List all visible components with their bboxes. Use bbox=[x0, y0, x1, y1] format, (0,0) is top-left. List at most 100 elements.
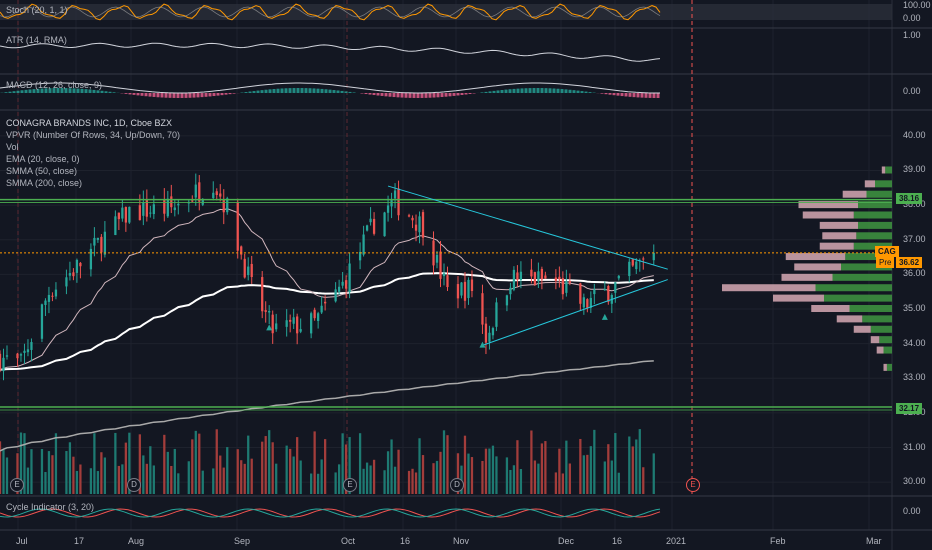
dividend-marker[interactable]: D bbox=[450, 478, 464, 492]
volume-bar bbox=[250, 458, 253, 494]
volume-bar bbox=[369, 465, 372, 494]
volume-bar bbox=[138, 434, 141, 494]
upcoming-earnings-marker[interactable]: E bbox=[686, 478, 700, 492]
macd-histogram-bar bbox=[252, 91, 256, 93]
earnings-marker[interactable]: E bbox=[10, 478, 24, 492]
candle-body bbox=[561, 278, 565, 295]
candle-body bbox=[390, 200, 393, 207]
candle-body bbox=[411, 217, 414, 221]
date-label: Dec bbox=[558, 536, 575, 546]
volume-bar bbox=[442, 430, 446, 494]
dividend-marker[interactable]: D bbox=[127, 478, 141, 492]
candle-body bbox=[540, 268, 544, 280]
candle-body bbox=[558, 276, 561, 280]
macd-histogram-bar bbox=[644, 93, 648, 98]
vp-down bbox=[811, 305, 850, 312]
vp-up bbox=[853, 211, 892, 219]
macd-histogram-bar bbox=[624, 93, 628, 97]
cycle-label[interactable]: Cycle Indicator (3, 20) bbox=[6, 502, 95, 512]
candle-body bbox=[163, 200, 166, 214]
atr-label[interactable]: ATR (14, RMA) bbox=[6, 35, 67, 45]
vp-up bbox=[866, 190, 892, 198]
candle-body bbox=[442, 273, 446, 277]
macd-histogram-bar bbox=[464, 93, 468, 95]
vp-down bbox=[876, 346, 884, 354]
macd-histogram-bar bbox=[292, 88, 296, 93]
volume-bar bbox=[638, 429, 641, 494]
macd-histogram-bar bbox=[76, 88, 80, 93]
stoch-label[interactable]: Stoch (20, 1, 1) bbox=[6, 5, 68, 15]
macd-histogram-bar bbox=[8, 91, 12, 93]
indicator-smma50[interactable]: SMMA (50, close) bbox=[6, 166, 78, 176]
volume-bar bbox=[533, 460, 537, 494]
candle-body bbox=[341, 281, 344, 286]
chart-title[interactable]: CONAGRA BRANDS INC, 1D, Cboe BZX bbox=[6, 118, 173, 128]
volume-bar bbox=[79, 464, 82, 494]
candle-body bbox=[414, 224, 418, 231]
macd-histogram-bar bbox=[72, 88, 76, 93]
macd-histogram-bar bbox=[632, 93, 636, 98]
macd-histogram-bar bbox=[652, 93, 656, 98]
volume-bar bbox=[285, 445, 288, 494]
macd-histogram-bar bbox=[548, 88, 552, 93]
macd-histogram-bar bbox=[516, 88, 520, 93]
macd-histogram-bar bbox=[156, 93, 160, 98]
volume-bar bbox=[397, 449, 400, 494]
macd-histogram-bar bbox=[500, 89, 504, 93]
candle-body bbox=[481, 293, 484, 325]
earnings-marker[interactable]: E bbox=[343, 478, 357, 492]
candle-body bbox=[79, 262, 82, 267]
price-axis-label: 36.00 bbox=[903, 268, 926, 279]
volume-bar bbox=[114, 432, 117, 494]
candle-body bbox=[348, 263, 351, 293]
volume-bars bbox=[0, 429, 655, 494]
macd-histogram-bar bbox=[556, 88, 560, 93]
volume-bar bbox=[589, 446, 592, 494]
volume-bar bbox=[177, 473, 180, 494]
volume-bar bbox=[519, 469, 523, 494]
price-axis-label: 40.00 bbox=[903, 129, 926, 140]
volume-bar bbox=[243, 463, 246, 494]
macd-histogram-bar bbox=[380, 93, 384, 96]
macd-histogram-bar bbox=[572, 90, 576, 93]
volume-bar bbox=[201, 470, 204, 494]
volume-bar bbox=[467, 453, 470, 494]
vp-up bbox=[862, 315, 892, 323]
candle-body bbox=[96, 237, 100, 240]
candle-body bbox=[484, 323, 488, 343]
indicator-vpvr[interactable]: VPVR (Number Of Rows, 34, Up/Down, 70) bbox=[6, 130, 181, 140]
macd-histogram-bar bbox=[480, 92, 484, 93]
candle-body bbox=[362, 234, 365, 255]
volume-bar bbox=[607, 444, 610, 494]
volume-bar bbox=[386, 451, 390, 494]
macd-histogram-bar bbox=[172, 93, 176, 98]
vp-down bbox=[864, 180, 875, 188]
indicator-vol[interactable]: Vol bbox=[6, 142, 19, 152]
macd-histogram-bar bbox=[620, 93, 624, 97]
macd-histogram-bar bbox=[612, 93, 616, 96]
macd-histogram-bar bbox=[12, 91, 16, 93]
candle-body bbox=[100, 236, 103, 253]
volume-bar bbox=[191, 439, 194, 494]
volume-bar bbox=[540, 443, 544, 494]
candle-body bbox=[268, 311, 271, 313]
vp-down bbox=[822, 232, 857, 240]
macd-histogram-bar bbox=[164, 93, 168, 98]
macd-histogram-bar bbox=[232, 93, 236, 94]
macd-histogram-bar bbox=[532, 88, 536, 93]
volume-bar bbox=[393, 466, 397, 494]
moving-averages bbox=[0, 208, 654, 452]
candle-body bbox=[386, 205, 390, 213]
candle-body bbox=[149, 212, 152, 214]
candle-body bbox=[635, 261, 638, 270]
candle-body bbox=[607, 286, 610, 302]
macd-histogram-bar bbox=[100, 90, 104, 93]
macd-label[interactable]: MACD (12, 26, close, 9) bbox=[6, 80, 103, 90]
indicator-ema[interactable]: EMA (20, close, 0) bbox=[6, 154, 80, 164]
candle-body bbox=[313, 309, 316, 319]
vp-down bbox=[722, 284, 816, 292]
indicator-smma200[interactable]: SMMA (200, close) bbox=[6, 178, 83, 188]
candle-body bbox=[397, 188, 400, 216]
volume-bar bbox=[505, 457, 509, 494]
macd-histogram-bar bbox=[256, 90, 260, 93]
